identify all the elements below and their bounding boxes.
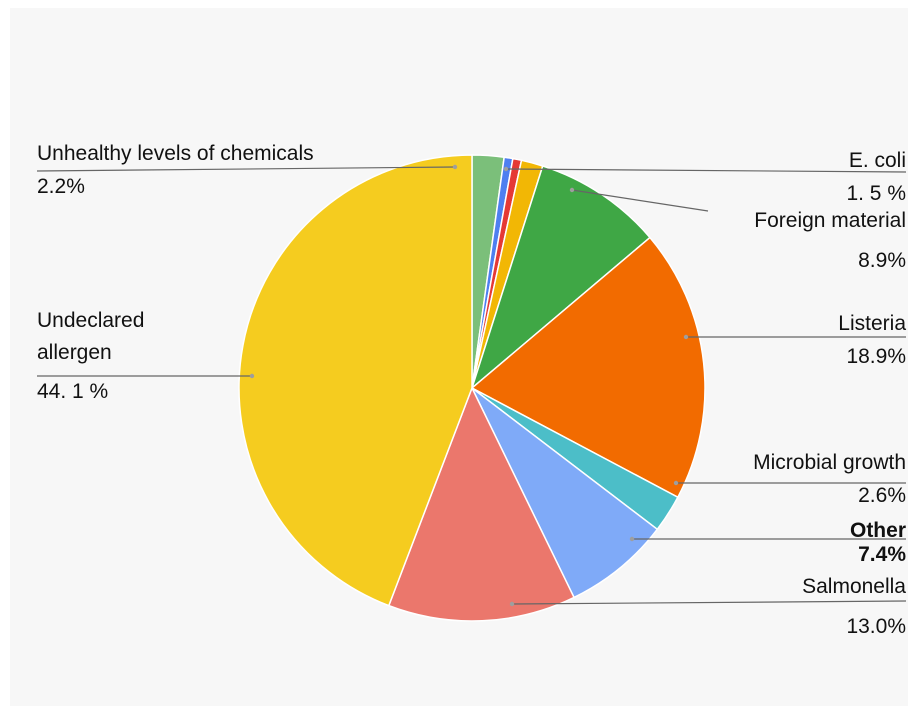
leader-dot-e-coli [503,166,509,172]
slice-label-listeria: Listeria [838,312,906,335]
slice-label-unhealthy-levels-of-chemicals: Unhealthy levels of chemicals [37,142,314,165]
leader-line-e-coli [505,168,907,173]
slice-label-undeclared-allergen: Undeclared [37,309,144,332]
slice-label-e-coli: E. coli [849,149,906,172]
pie-slice-listeria [470,236,706,499]
leader-dot-other [629,536,635,542]
slice-value-undeclared-allergen: 44. 1 % [37,380,108,403]
slice-labels: Unhealthy levels of chemicals 2.2% E. coli… [37,142,906,638]
leader-dot-salmonella [509,601,515,607]
pie-slices [238,154,706,622]
leader-dot-foreign-material [569,187,575,193]
slice-value-other: 7.4% [858,543,906,566]
leader-line-salmonella [511,600,907,605]
leader-lines [36,164,907,607]
leader-dot-undeclared-allergen [249,373,255,379]
leader-dot-listeria [683,334,689,340]
leader-dot-unhealthy-levels-of-chemicals [452,164,458,170]
slice-value-unhealthy-levels-of-chemicals: 2.2% [37,175,85,198]
pie-slice-other [471,387,659,599]
leader-line-foreign-material [571,189,709,212]
slice-value-foreign-material: 8.9% [858,249,906,272]
slice-value-microbial-growth: 2.6% [858,484,906,507]
leader-dot-microbial-growth [673,480,679,486]
slice-label-undeclared-allergen: allergen [37,341,112,364]
slice-label-microbial-growth: Microbial growth [753,451,906,474]
slice-value-e-coli: 1. 5 % [846,182,906,205]
slice-value-listeria: 18.9% [846,345,906,368]
slice-label-foreign-material: Foreign material [754,209,906,232]
leader-line-unhealthy-levels-of-chemicals [36,166,456,172]
slice-value-salmonella: 13.0% [846,615,906,638]
slice-label-other: Other [850,519,906,542]
pie-slice-undeclared-allergen [238,154,473,607]
slice-label-salmonella: Salmonella [802,575,906,598]
